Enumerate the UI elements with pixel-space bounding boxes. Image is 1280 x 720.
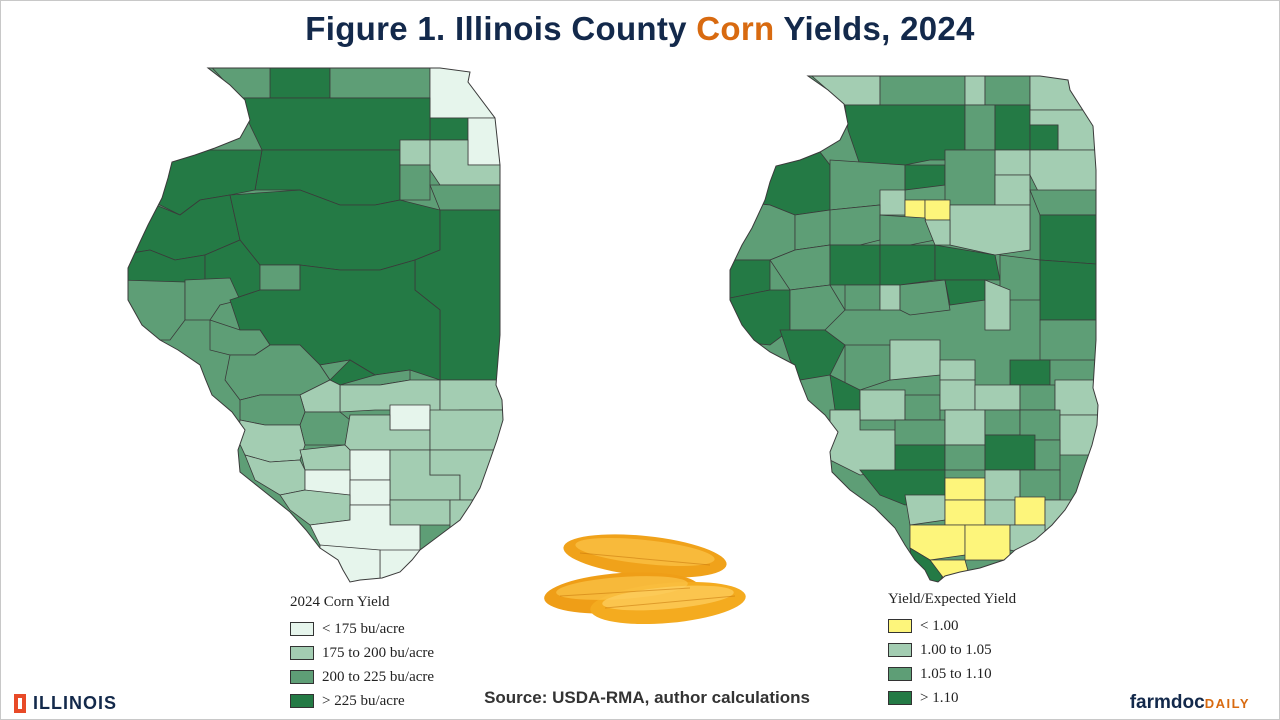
right-legend: Yield/Expected Yield < 1.00 1.00 to 1.05…: [888, 591, 1016, 710]
legend-swatch: [888, 619, 912, 633]
source-note: Source: USDA-RMA, author calculations: [484, 688, 810, 707]
illinois-block-i-icon: [14, 694, 26, 713]
left-legend-title: 2024 Corn Yield: [290, 594, 390, 610]
right-legend-item-1: < 1.00: [888, 614, 1016, 638]
illinois-logo: ILLINOIS: [14, 693, 117, 714]
legend-swatch: [888, 691, 912, 705]
title-highlight: Corn: [696, 10, 775, 47]
right-legend-item-2: 1.00 to 1.05: [888, 638, 1016, 662]
right-legend-item-3: 1.05 to 1.10: [888, 662, 1016, 686]
right-legend-item-4: > 1.10: [888, 686, 1016, 710]
right-state-outline: [729, 75, 1099, 583]
left-state-outline: [127, 67, 504, 583]
farmdoc-daily-logo: farmdocDAILY: [1130, 692, 1250, 714]
right-legend-title: Yield/Expected Yield: [888, 591, 1017, 607]
left-county-map: [128, 68, 503, 582]
left-legend-item-2: 175 to 200 bu/acre: [290, 641, 434, 665]
farmdoc-wordmark: farmdoc: [1129, 692, 1205, 713]
legend-swatch: [290, 622, 314, 636]
left-legend-item-3: 200 to 225 bu/acre: [290, 665, 434, 689]
legend-swatch: [888, 643, 912, 657]
left-legend: 2024 Corn Yield < 175 bu/acre 175 to 200…: [290, 594, 434, 713]
daily-wordmark: DAILY: [1204, 696, 1250, 711]
left-legend-item-4: > 225 bu/acre: [290, 689, 434, 713]
legend-swatch: [290, 694, 314, 708]
legend-swatch: [290, 670, 314, 684]
figure-title: Figure 1. Illinois County Corn Yields, 2…: [305, 10, 975, 47]
corn-cobs-image: [544, 534, 746, 625]
legend-swatch: [290, 646, 314, 660]
legend-swatch: [888, 667, 912, 681]
left-legend-item-1: < 175 bu/acre: [290, 617, 434, 641]
right-county-map: [730, 76, 1098, 582]
illinois-wordmark: ILLINOIS: [33, 693, 117, 713]
